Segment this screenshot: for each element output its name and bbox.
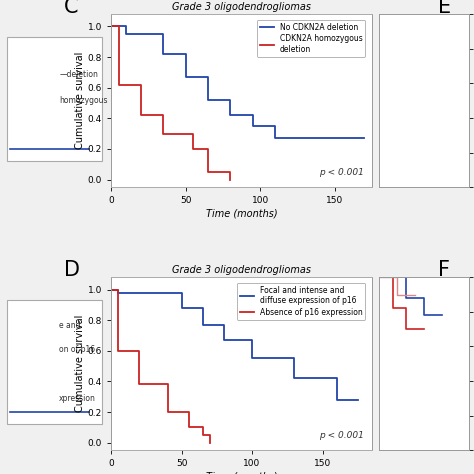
Legend: No CDKN2A deletion, CDKN2A homozygous
deletion: No CDKN2A deletion, CDKN2A homozygous de… [257,20,365,56]
Y-axis label: Cumulative survival: Cumulative survival [75,52,85,149]
Text: on of p16: on of p16 [59,346,95,355]
Y-axis label: Cumulative survival: Cumulative survival [75,315,85,412]
Text: E: E [438,0,451,17]
Text: homozygous: homozygous [59,96,108,105]
FancyBboxPatch shape [7,300,101,424]
Text: xpression: xpression [59,394,96,403]
Text: C: C [64,0,79,17]
Text: —deletion: —deletion [59,70,98,79]
X-axis label: Time (months): Time (months) [206,471,277,474]
FancyBboxPatch shape [7,36,101,161]
Text: e and: e and [59,321,81,330]
Title: Grade 3 oligodendrogliomas: Grade 3 oligodendrogliomas [172,265,311,275]
X-axis label: Time (months): Time (months) [206,208,277,218]
Text: D: D [64,260,80,280]
Legend: Focal and intense and
diffuse expression of p16, Absence of p16 expression: Focal and intense and diffuse expression… [237,283,365,319]
Title: Grade 3 oligodendrogliomas: Grade 3 oligodendrogliomas [172,2,311,12]
Text: p < 0.001: p < 0.001 [319,431,364,440]
Text: p < 0.001: p < 0.001 [319,168,364,177]
Text: F: F [438,260,450,280]
